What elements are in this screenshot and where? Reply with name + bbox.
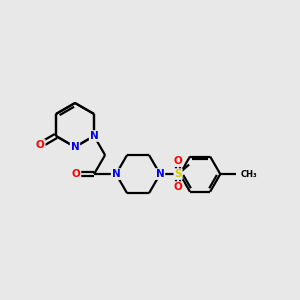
- Text: O: O: [174, 156, 182, 166]
- Text: O: O: [174, 182, 182, 192]
- Text: N: N: [90, 131, 98, 141]
- Text: N: N: [112, 169, 120, 179]
- Text: N: N: [156, 169, 164, 179]
- Text: O: O: [72, 169, 80, 179]
- Text: N: N: [70, 142, 80, 152]
- Text: CH₃: CH₃: [240, 169, 257, 178]
- Text: S: S: [174, 169, 182, 179]
- Text: O: O: [36, 140, 45, 150]
